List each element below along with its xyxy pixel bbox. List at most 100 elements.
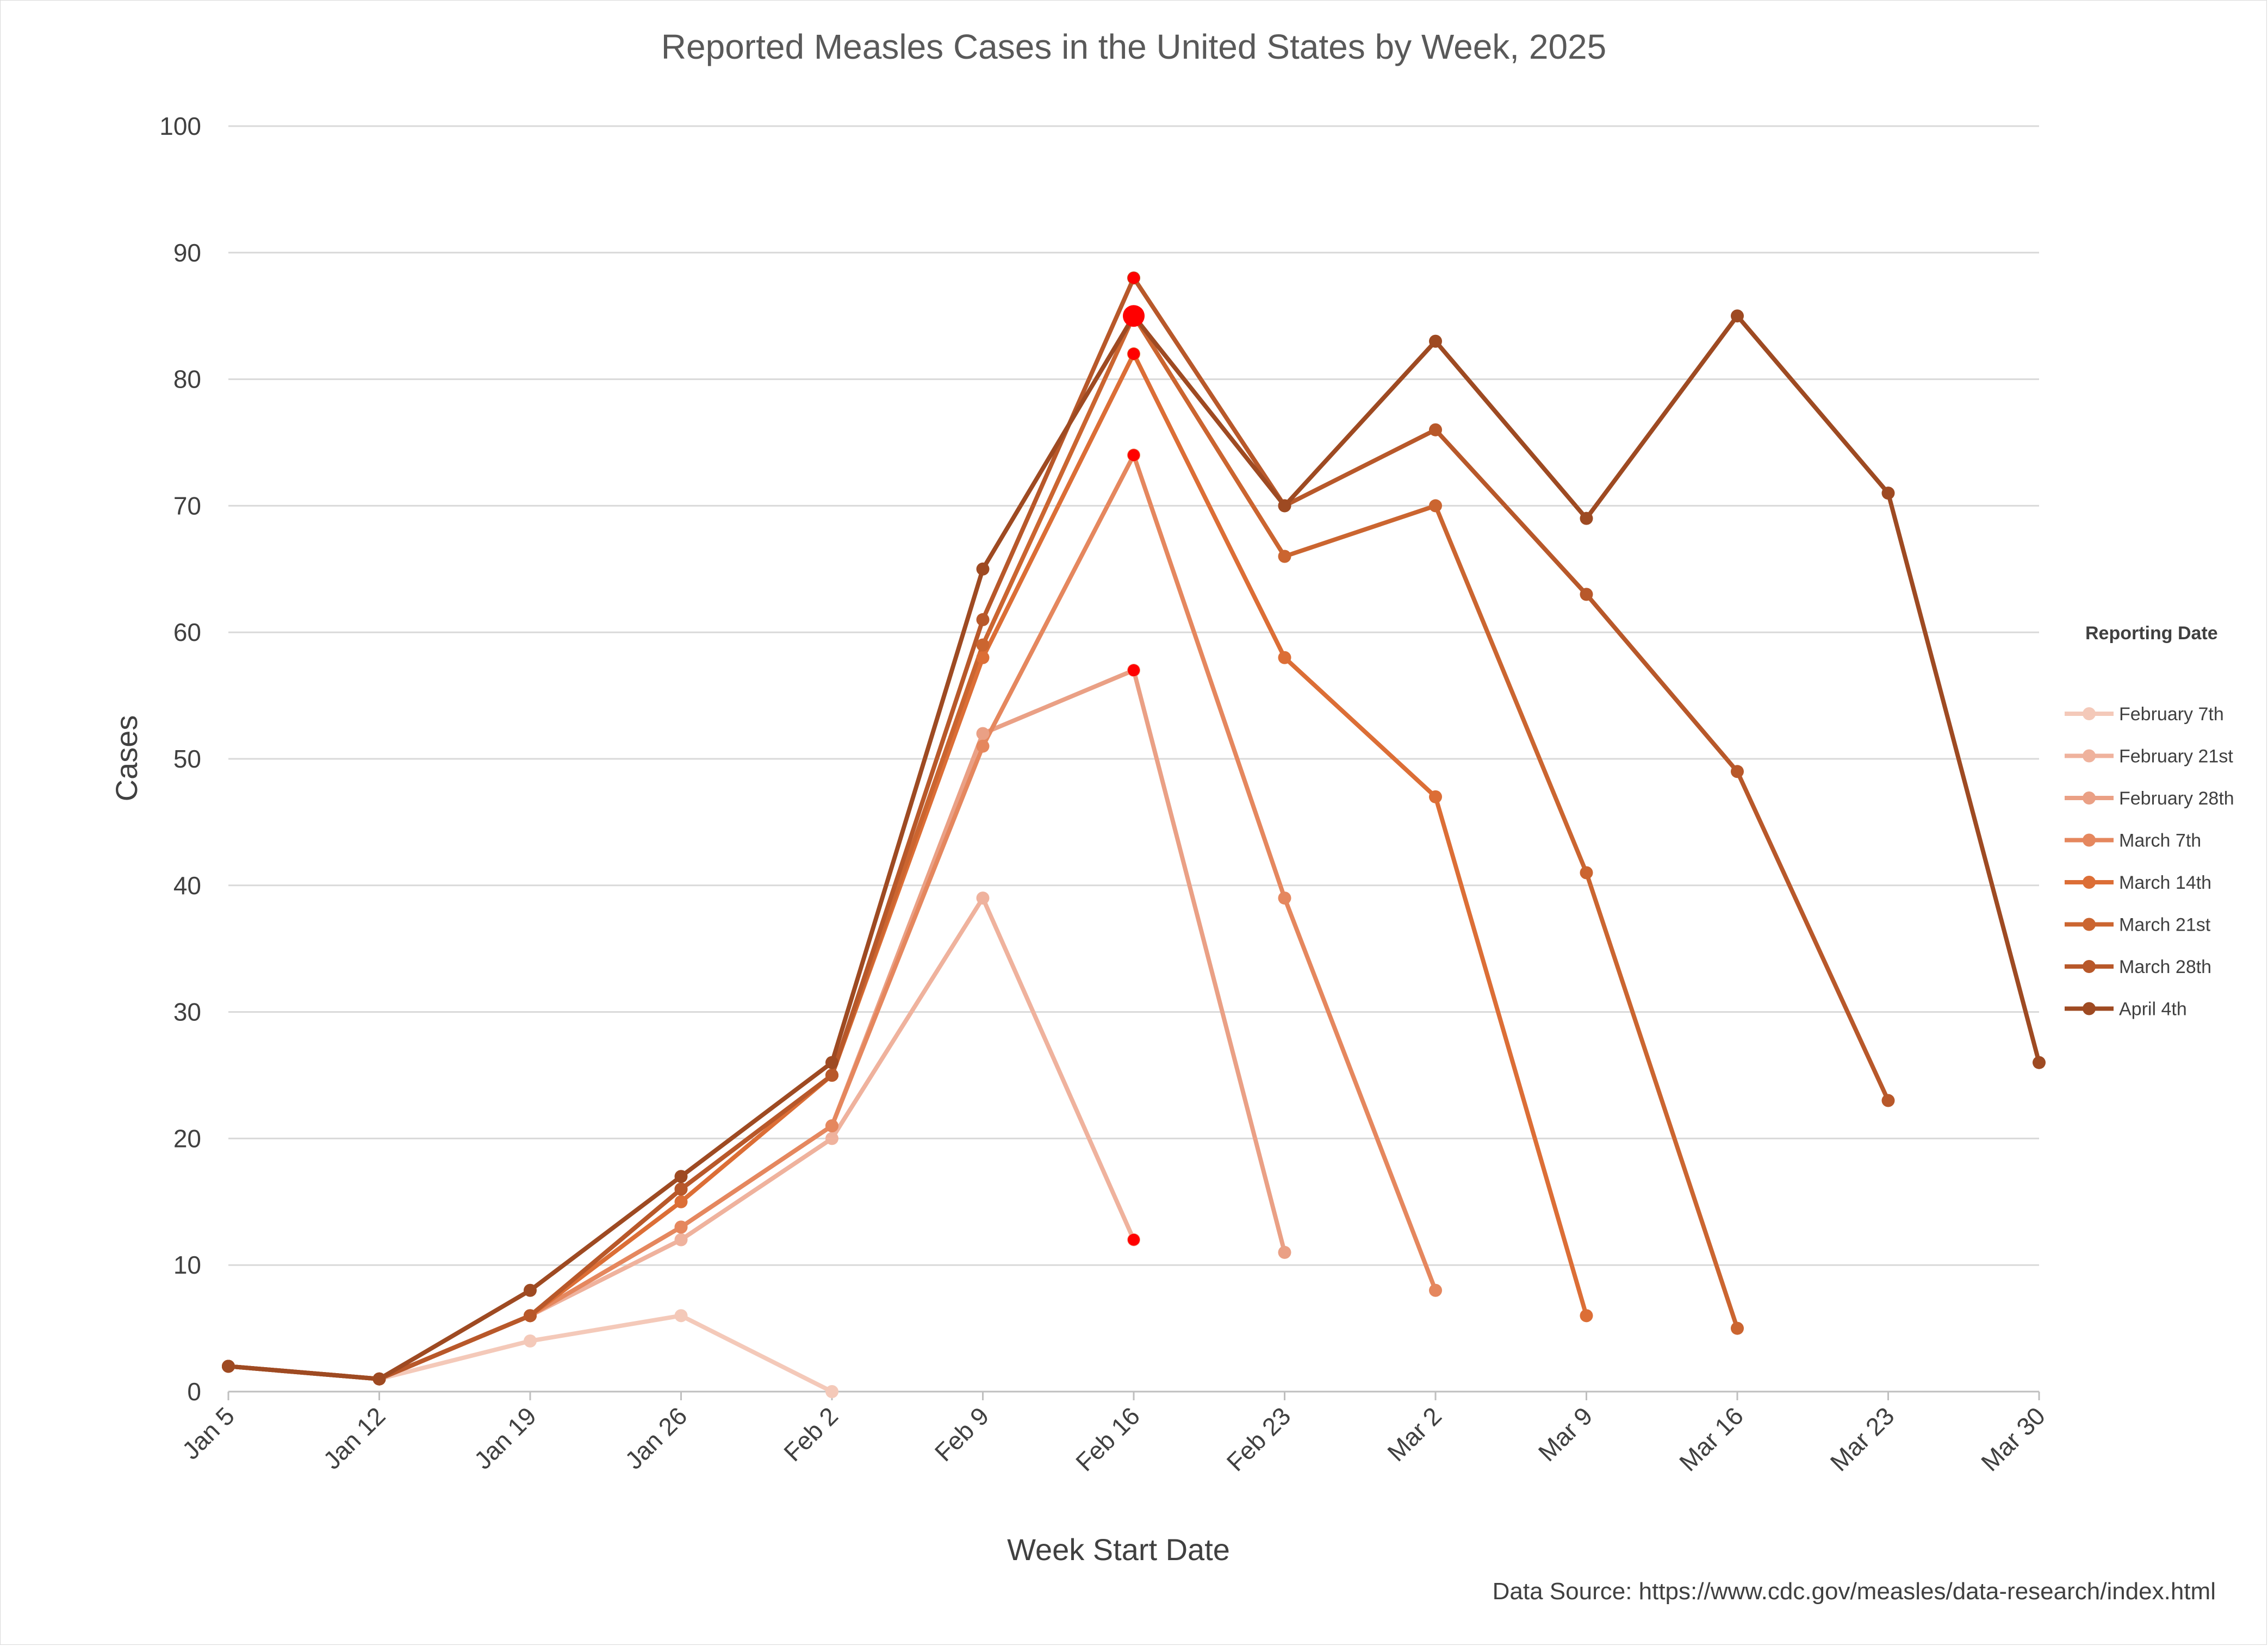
x-tick-label: Mar 16 [1674, 1401, 1749, 1476]
highlight-point [1128, 272, 1140, 284]
data-point [674, 1309, 688, 1323]
series-line [226, 276, 1891, 1381]
data-point [825, 1385, 838, 1398]
data-point [524, 1283, 537, 1297]
series-line [226, 314, 1739, 1381]
legend-swatch-marker [2083, 749, 2096, 763]
data-point [1881, 487, 1895, 500]
data-point [1580, 512, 1593, 525]
data-point [1278, 891, 1291, 905]
data-point [976, 638, 990, 652]
data-point [1278, 651, 1291, 664]
x-tick-label: Feb 23 [1221, 1401, 1296, 1476]
data-source: Data Source: https://www.cdc.gov/measles… [1493, 1578, 2216, 1605]
data-point [825, 1119, 838, 1133]
data-point [1429, 423, 1442, 437]
legend-label: March 7th [2119, 831, 2201, 851]
y-axis-ticks: 0 10 20 30 40 50 60 70 80 90 100 [159, 112, 201, 1406]
y-tick-label: 10 [173, 1251, 201, 1279]
data-point [1429, 334, 1442, 348]
data-point [1278, 499, 1291, 513]
x-tick-label: Mar 2 [1382, 1401, 1447, 1467]
data-point [674, 1182, 688, 1196]
x-tick-label: Jan 26 [619, 1401, 692, 1474]
data-point [976, 739, 990, 753]
y-tick-label: 90 [173, 239, 201, 267]
series-points [222, 271, 2046, 1398]
data-point [1429, 790, 1442, 803]
x-tick-label: Jan 12 [318, 1401, 390, 1474]
data-point [524, 1334, 537, 1348]
y-tick-label: 100 [159, 112, 201, 140]
data-point [976, 651, 990, 664]
data-point [976, 891, 990, 905]
series-line [226, 314, 2041, 1381]
legend-title: Reporting Date [2085, 623, 2218, 644]
data-point [1731, 309, 1744, 323]
legend-label: February 7th [2119, 704, 2224, 725]
highlight-point [1123, 305, 1145, 327]
legend-swatch-marker [2083, 918, 2096, 931]
data-point [674, 1220, 688, 1234]
data-point [674, 1195, 688, 1208]
legend-swatch-marker [2083, 833, 2096, 847]
y-tick-label: 50 [173, 745, 201, 773]
legend-label: April 4th [2119, 999, 2187, 1020]
data-point [976, 562, 990, 576]
x-tick-label: Mar 23 [1825, 1401, 1900, 1476]
x-tick-label: Feb 2 [778, 1401, 843, 1467]
y-tick-label: 40 [173, 871, 201, 900]
highlight-point [1128, 449, 1140, 462]
data-point [674, 1233, 688, 1246]
data-point [1278, 550, 1291, 563]
data-point [825, 1069, 838, 1082]
chart-title: Reported Measles Cases in the United Sta… [661, 27, 1606, 66]
highlight-point [1128, 664, 1140, 677]
y-tick-label: 70 [173, 491, 201, 520]
highlight-point [1128, 1233, 1140, 1246]
x-tick-label: Jan 5 [177, 1401, 240, 1464]
legend-label: February 21st [2119, 746, 2233, 767]
data-point [372, 1372, 386, 1386]
x-axis-ticks: Jan 5 Jan 12 Jan 19 Jan 26 Feb 2 Feb 9 Feb 16 F… [177, 1401, 2050, 1476]
y-tick-label: 30 [173, 998, 201, 1026]
legend-swatch-marker [2083, 960, 2096, 973]
data-point [976, 613, 990, 626]
x-tick-label: Feb 16 [1070, 1401, 1145, 1476]
x-tick-label: Jan 19 [469, 1401, 542, 1474]
y-axis-title: Cases [109, 715, 144, 802]
data-point [1731, 765, 1744, 778]
x-tick-label: Mar 9 [1533, 1401, 1598, 1467]
series-line [226, 668, 1287, 1381]
y-tick-label: 0 [187, 1377, 201, 1406]
y-tick-label: 80 [173, 365, 201, 394]
legend-swatch-marker [2083, 876, 2096, 889]
data-point [1580, 1309, 1593, 1323]
data-point [1429, 1283, 1442, 1297]
highlight-points [1123, 272, 1145, 1246]
highlight-point [1128, 348, 1140, 360]
x-axis [227, 1391, 2040, 1400]
x-tick-label: Mar 30 [1975, 1401, 2050, 1476]
legend-swatch-marker [2083, 707, 2096, 720]
data-point [524, 1309, 537, 1323]
data-point [1881, 1094, 1895, 1107]
data-point [1429, 499, 1442, 513]
legend-label: March 28th [2119, 957, 2211, 977]
series-lines [226, 276, 2041, 1394]
legend-swatch-marker [2083, 791, 2096, 805]
legend-label: March 14th [2119, 872, 2211, 893]
data-point [222, 1360, 235, 1373]
x-tick-label: Feb 9 [929, 1401, 995, 1467]
data-point [825, 1056, 838, 1069]
legend: February 7th February 21st February 28th Ma… [2065, 704, 2234, 1020]
data-point [825, 1132, 838, 1145]
data-point [1731, 1321, 1744, 1335]
gridlines [228, 125, 2039, 1266]
legend-swatch-marker [2083, 1002, 2096, 1015]
y-tick-label: 20 [173, 1124, 201, 1152]
data-point [674, 1170, 688, 1183]
data-point [1580, 588, 1593, 601]
